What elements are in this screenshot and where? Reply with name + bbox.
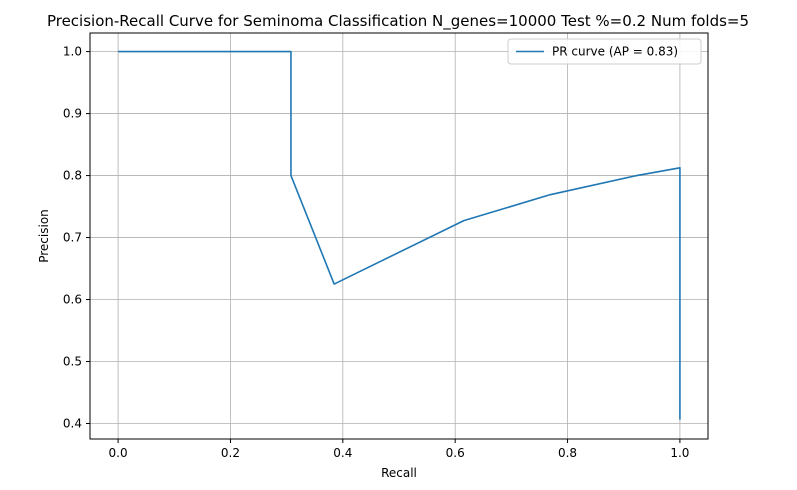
y-axis-ticks: 0.4 0.5 0.6 0.7 0.8 0.9 1.0 [63,45,90,431]
legend-label: PR curve (AP = 0.83) [552,45,678,59]
y-tick-label: 0.5 [63,355,82,369]
y-tick-label: 0.6 [63,293,82,307]
plot-area [118,50,681,420]
x-tick-label: 0.4 [333,446,352,460]
x-tick-label: 0.2 [221,446,240,460]
legend-box [507,38,702,65]
y-axis-label: Precision [37,209,51,263]
x-axis-ticks: 0.0 0.2 0.4 0.6 0.8 1.0 [109,439,689,460]
series-line-pr-curve [118,50,681,420]
x-tick-label: 0.6 [446,446,465,460]
grid [90,33,708,439]
y-tick-label: 0.8 [63,169,82,183]
plot-frame [89,32,709,440]
y-tick-label: 0.9 [63,107,82,121]
x-tick-label: 1.0 [670,446,689,460]
y-tick-label: 0.4 [63,417,82,431]
y-tick-label: 0.7 [63,231,82,245]
x-tick-label: 0.8 [558,446,577,460]
y-tick-label: 1.0 [63,45,82,59]
legend: PR curve (AP = 0.83) [507,38,702,65]
chart-title: Precision-Recall Curve for Seminoma Clas… [47,12,749,31]
x-tick-label: 0.0 [109,446,128,460]
x-axis-label: Recall [381,466,417,480]
